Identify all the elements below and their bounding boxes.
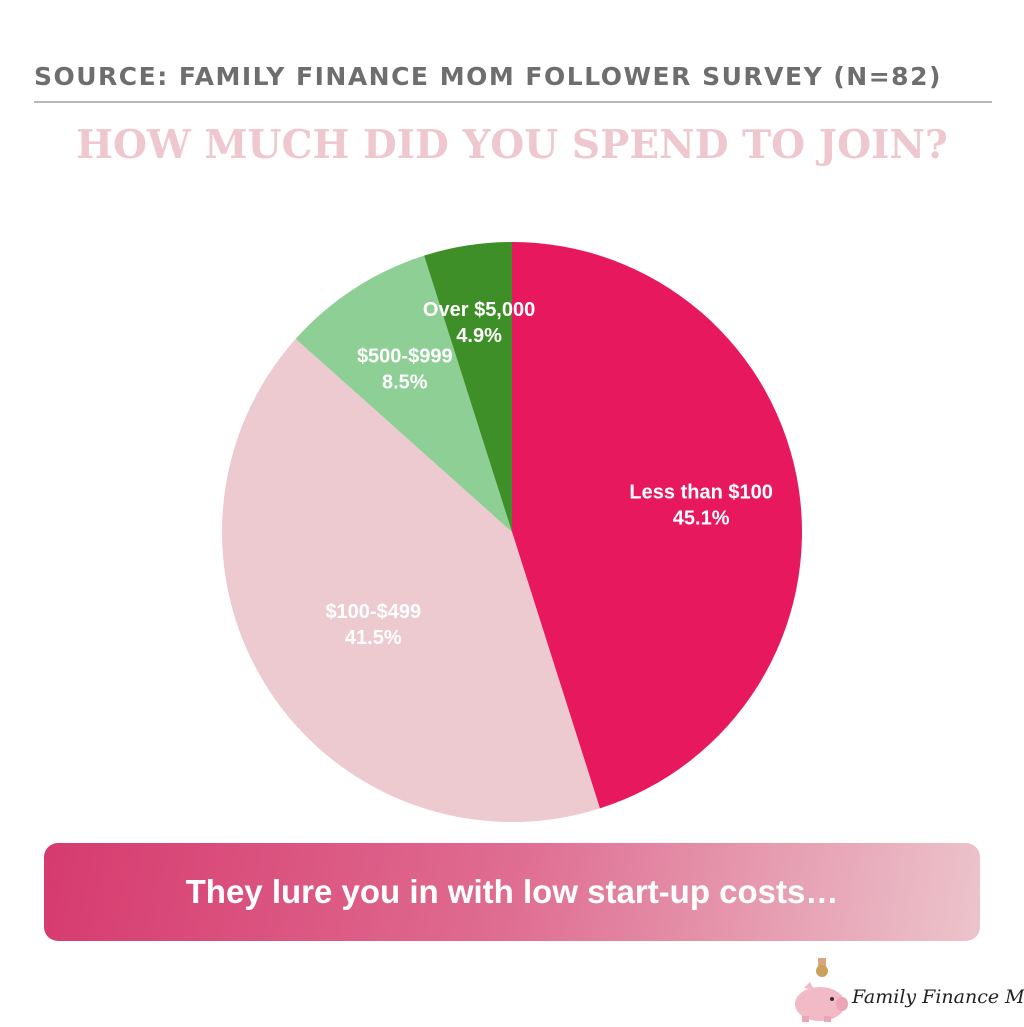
slice-percent-label: 41.5%: [345, 627, 402, 649]
slice-label: Over $5,000: [423, 299, 535, 321]
pie-slice: [222, 338, 600, 822]
brand-name: Family Finance Mom: [852, 986, 1024, 1008]
pie-slice: [295, 255, 512, 532]
slice-label: $500-$999: [357, 346, 453, 368]
chart-title: HOW MUCH DID YOU SPEND TO JOIN?: [76, 122, 948, 168]
caption-banner: They lure you in with low start-up costs…: [44, 843, 980, 941]
piggy-bank-icon: [795, 958, 848, 1022]
pie-slice: [512, 242, 802, 809]
slice-label: Less than $100: [629, 482, 772, 504]
caption-text: They lure you in with low start-up costs…: [185, 873, 839, 910]
slice-percent-label: 45.1%: [673, 508, 730, 530]
brand-logo: Family Finance Mom: [790, 958, 1024, 1022]
slice-percent-label: 8.5%: [382, 372, 428, 394]
divider: [34, 101, 992, 103]
slice-label: $100-$499: [325, 601, 421, 623]
slice-percent-label: 4.9%: [456, 325, 502, 347]
pie-slice: [424, 242, 512, 532]
source-note: SOURCE: FAMILY FINANCE MOM FOLLOWER SURV…: [34, 62, 942, 91]
